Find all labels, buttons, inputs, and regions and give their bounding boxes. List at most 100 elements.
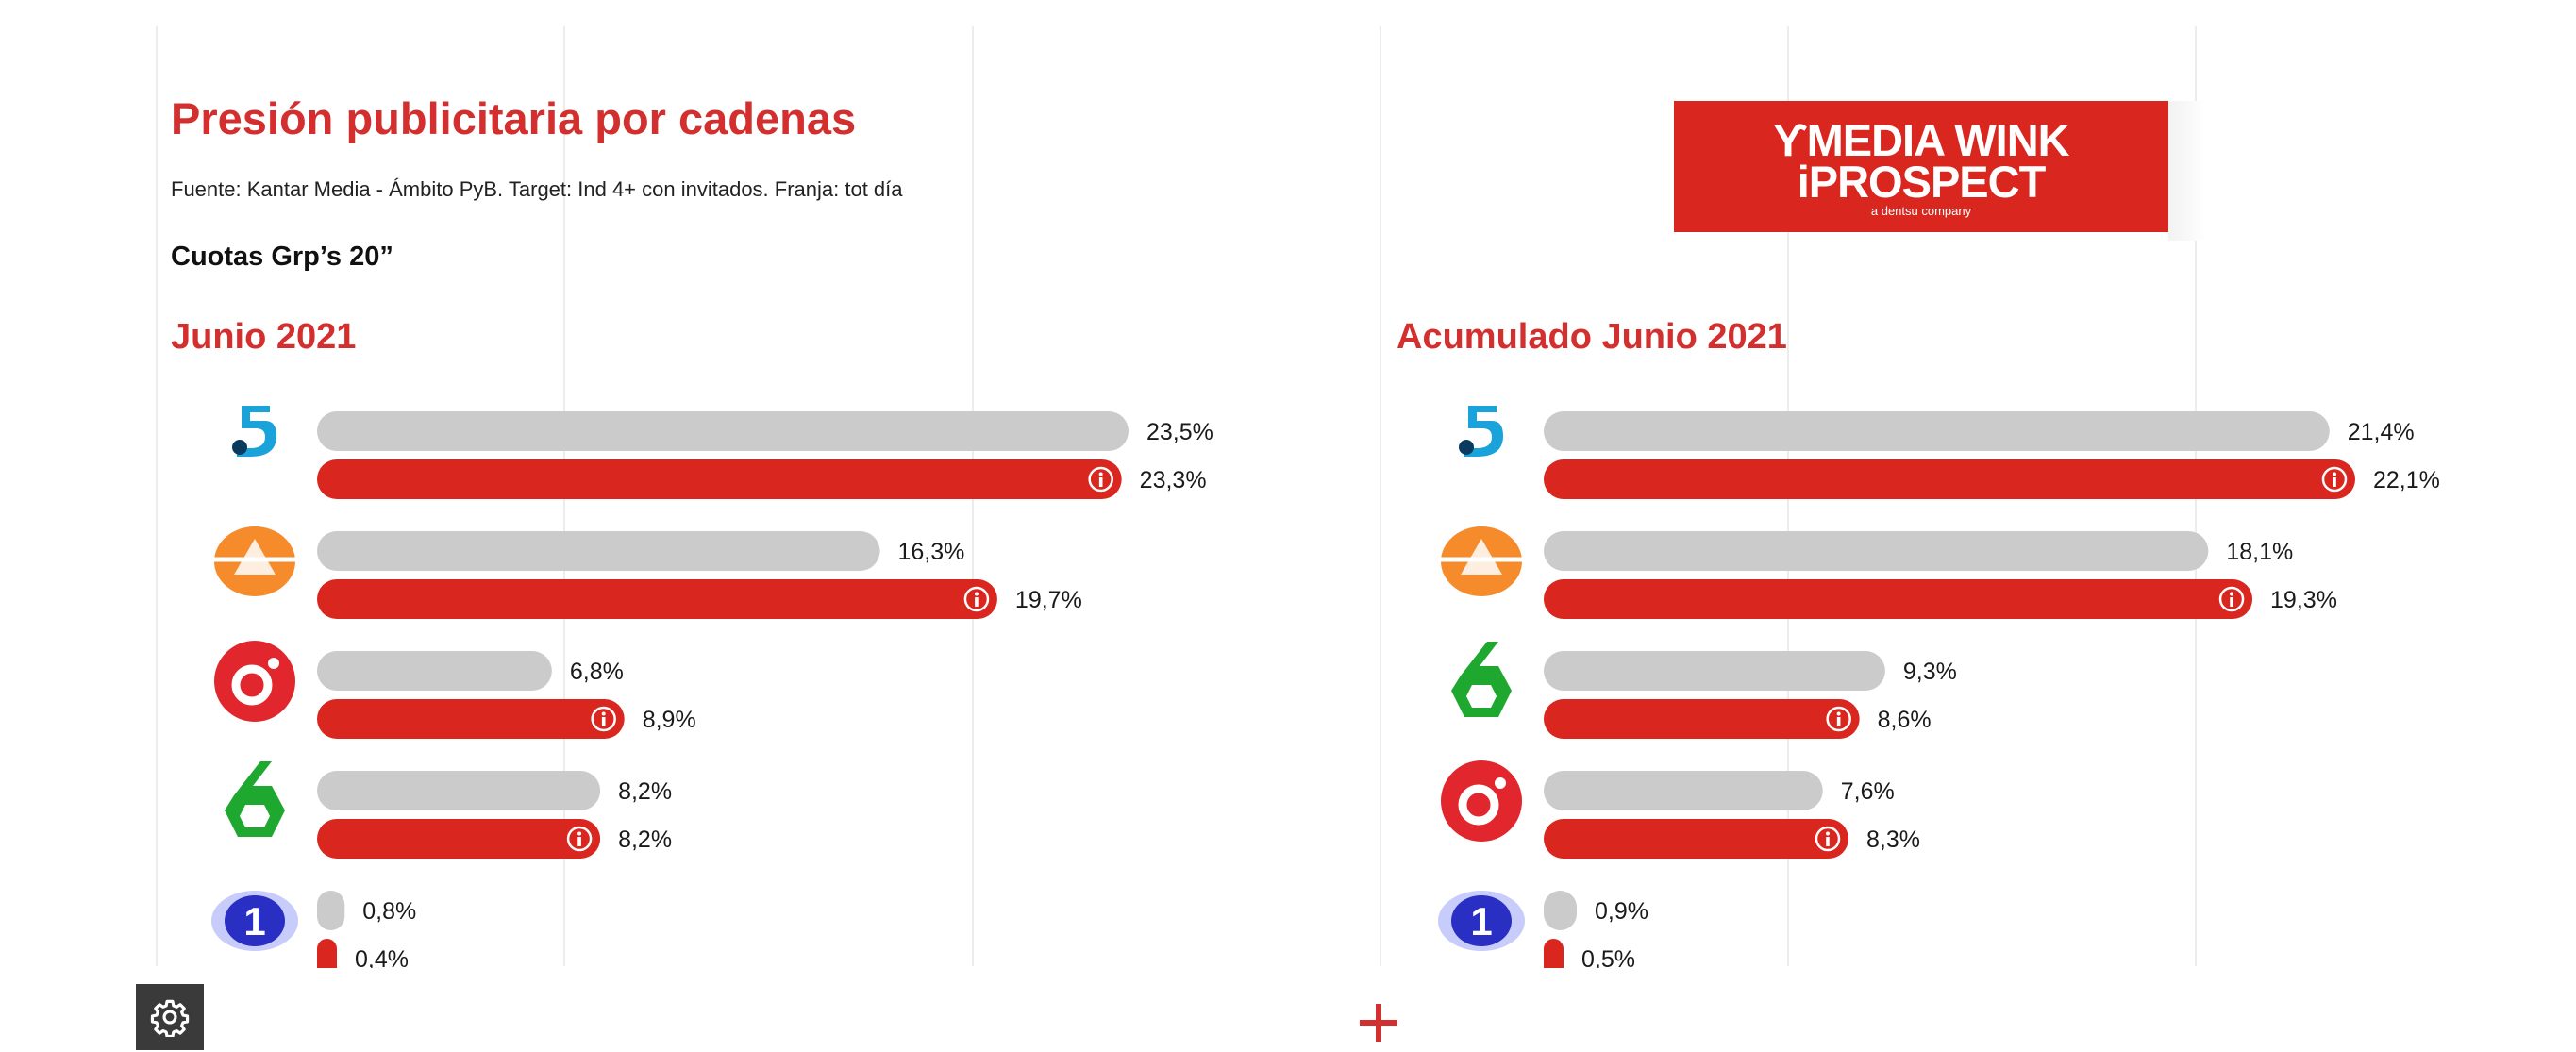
lasexta-logo-hex bbox=[240, 805, 270, 827]
info-icon-dot bbox=[974, 592, 979, 596]
data-label: 8,9% bbox=[643, 707, 696, 733]
la1-logo-digit: 1 bbox=[1470, 899, 1492, 943]
gridline bbox=[156, 26, 158, 966]
cuatro-logo-dot bbox=[1495, 777, 1506, 789]
cuatro-logo-ring bbox=[1458, 784, 1499, 826]
info-icon-stem bbox=[1826, 837, 1830, 846]
antena3-logo-cut bbox=[1461, 539, 1502, 575]
info-icon bbox=[963, 586, 990, 612]
data-label: 9,3% bbox=[1903, 659, 1957, 685]
info-icon-dot bbox=[2230, 592, 2234, 596]
info-icon bbox=[566, 826, 593, 852]
data-label: 16,3% bbox=[898, 539, 965, 565]
la1-logo-mark bbox=[1451, 895, 1512, 946]
data-label: 19,3% bbox=[2270, 587, 2337, 613]
bar-primary bbox=[1544, 939, 1564, 968]
data-label: 0,4% bbox=[355, 946, 409, 968]
bar-comparison bbox=[1544, 651, 1885, 691]
bar-primary bbox=[317, 459, 1122, 499]
bar-primary bbox=[317, 699, 625, 739]
bar-comparison bbox=[1544, 531, 2209, 571]
antena3-logo-cut bbox=[234, 539, 276, 575]
info-icon bbox=[2218, 586, 2245, 612]
data-label: 22,1% bbox=[2373, 467, 2440, 493]
info-icon bbox=[1826, 706, 1851, 732]
info-icon-stem bbox=[1098, 477, 1103, 487]
info-icon-dot bbox=[1836, 711, 1841, 716]
bar-comparison bbox=[317, 771, 601, 810]
bar-comparison bbox=[1544, 771, 1823, 810]
bar-comparison bbox=[1544, 891, 1578, 930]
bar-primary bbox=[317, 579, 997, 619]
category-row: 23,5% 23,3% bbox=[232, 406, 1213, 499]
data-label: 6,8% bbox=[570, 659, 624, 685]
cuatro-logo-dot bbox=[268, 658, 279, 669]
info-icon bbox=[1088, 466, 1113, 493]
bar-comparison bbox=[317, 651, 552, 691]
cuatro-logo-ring bbox=[231, 664, 273, 706]
info-icon-stem bbox=[1836, 717, 1841, 726]
chart-panel-monthly: 23,5% 23,3% 16,3% 19,7% 6,8% 8,9% 8,2% 8,2% 1 0,8… bbox=[189, 406, 1274, 968]
data-label: 8,2% bbox=[618, 827, 672, 853]
data-label: 21,4% bbox=[2348, 419, 2415, 445]
info-icon-stem bbox=[2230, 597, 2233, 607]
lasexta-logo-mark bbox=[1451, 642, 1512, 717]
data-label: 19,7% bbox=[1015, 587, 1082, 613]
settings-button[interactable] bbox=[136, 984, 204, 1050]
logo-line-2: iPROSPECT bbox=[1797, 157, 2047, 207]
page-title: Presión publicitaria por cadenas bbox=[171, 93, 857, 143]
telecinco-logo-dot bbox=[232, 440, 247, 455]
data-label: 0,9% bbox=[1595, 898, 1648, 925]
data-label: 8,6% bbox=[1878, 707, 1932, 733]
data-label: 8,3% bbox=[1866, 827, 1920, 853]
bar-comparison bbox=[317, 531, 880, 571]
data-label: 23,3% bbox=[1140, 467, 1207, 493]
cuatro-logo-mark bbox=[214, 641, 295, 722]
info-icon-stem bbox=[577, 837, 581, 846]
bar-chart: 23,5% 23,3% 16,3% 19,7% 6,8% 8,9% 8,2% 8,2% 1 0,8… bbox=[211, 406, 1213, 968]
data-label: 18,1% bbox=[2226, 539, 2293, 565]
info-icon-stem bbox=[975, 597, 979, 607]
info-icon-dot bbox=[1098, 472, 1103, 476]
info-icon-dot bbox=[601, 711, 606, 716]
chart-title: Acumulado Junio 2021 bbox=[1397, 317, 1787, 357]
info-icon-dot bbox=[1825, 831, 1830, 836]
metric-label: Cuotas Grp’s 20” bbox=[171, 242, 393, 272]
source-note: Fuente: Kantar Media - Ámbito PyB. Targe… bbox=[171, 177, 903, 201]
category-row: 21,4% 22,1% bbox=[1459, 406, 2440, 499]
telecinco-logo-dot bbox=[1459, 440, 1474, 455]
info-icon-stem bbox=[2333, 477, 2336, 487]
data-label: 0,5% bbox=[1581, 946, 1635, 968]
bar-chart: 21,4% 22,1% 18,1% 19,3% 9,3% 8,6% 7,6% 8,3% 1 0,9… bbox=[1438, 406, 2440, 968]
bar-primary bbox=[317, 939, 337, 968]
lasexta-logo-hex bbox=[1466, 685, 1497, 708]
info-icon bbox=[2321, 466, 2348, 493]
la1-logo-digit: 1 bbox=[243, 899, 265, 943]
telecinco-logo-mark bbox=[1464, 406, 1503, 457]
category-row: 8,2% 8,2% bbox=[225, 761, 672, 859]
logo-line-3: a dentsu company bbox=[1870, 204, 1972, 218]
bar-comparison bbox=[317, 891, 345, 930]
add-button[interactable] bbox=[1356, 998, 1401, 1047]
data-label: 23,5% bbox=[1146, 419, 1213, 445]
category-row: 9,3% 8,6% bbox=[1451, 642, 1957, 739]
lasexta-logo-mark bbox=[225, 761, 285, 837]
logo-line-1: ϒMEDIA WINK bbox=[1773, 115, 2069, 165]
category-row: 7,6% 8,3% bbox=[1441, 760, 1920, 859]
info-icon-dot bbox=[2333, 472, 2336, 476]
data-label: 0,8% bbox=[362, 898, 416, 925]
bar-primary bbox=[1544, 459, 2355, 499]
category-row: 1 0,8% 0,4% bbox=[211, 891, 416, 968]
telecinco-logo-mark bbox=[237, 406, 276, 457]
chart-title: Junio 2021 bbox=[171, 317, 357, 357]
data-label: 8,2% bbox=[618, 778, 672, 805]
info-icon bbox=[591, 706, 616, 732]
chart-panel-cumulative: 21,4% 22,1% 18,1% 19,3% 9,3% 8,6% 7,6% 8,3% 1 0,9… bbox=[1415, 406, 2576, 968]
category-row: 18,1% 19,3% bbox=[1441, 526, 2337, 619]
plus-icon bbox=[1360, 1004, 1397, 1042]
info-icon bbox=[1815, 826, 1841, 852]
bar-primary bbox=[317, 819, 601, 859]
category-row: 1 0,9% 0,5% bbox=[1438, 891, 1648, 968]
la1-logo-mark bbox=[225, 895, 285, 946]
logo-shadow bbox=[2168, 101, 2206, 241]
